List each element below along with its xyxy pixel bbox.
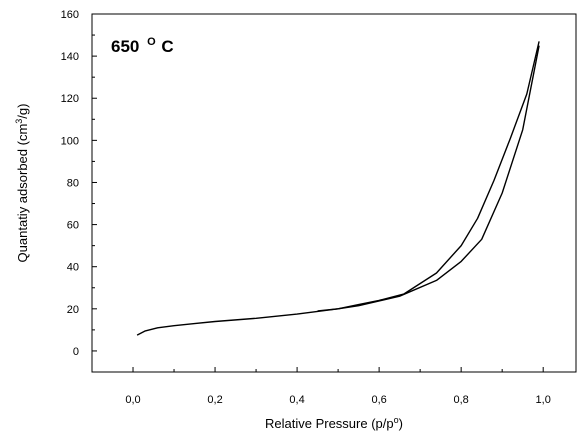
temperature-annotation: 650 O C	[111, 30, 174, 56]
plot-frame	[91, 13, 577, 373]
y-tick-label: 0	[73, 346, 79, 358]
x-tick-label: 0,8	[454, 394, 469, 406]
x-axis-label: Relative Pressure (p/po)	[265, 415, 403, 431]
x-tick-labels: 0,0 0,2 0,4 0,6 0,8 1,0	[125, 394, 550, 406]
y-tick-label: 80	[67, 177, 79, 189]
y-tick-label: 120	[61, 93, 79, 105]
y-axis-label: Quantatiy adsorbed (cm3/g)	[14, 104, 30, 263]
y-tick-labels: 0 20 40 60 80 100 120 140 160	[61, 9, 79, 358]
series-lines	[136, 41, 540, 336]
y-tick-label: 20	[67, 304, 79, 316]
y-tick-label: 100	[61, 135, 79, 147]
x-tick-label: 1,0	[536, 394, 551, 406]
x-tick-label: 0,6	[371, 394, 386, 406]
desorption-branch-line	[317, 41, 540, 312]
axis-ticks	[91, 13, 544, 373]
y-tick-label: 140	[61, 51, 79, 63]
adsorption-branch-line	[136, 45, 540, 336]
y-tick-label: 160	[61, 9, 79, 21]
x-tick-label: 0,0	[125, 394, 140, 406]
y-tick-label: 60	[67, 220, 79, 232]
y-tick-label: 40	[67, 262, 79, 274]
x-tick-label: 0,4	[289, 394, 304, 406]
x-tick-label: 0,2	[207, 394, 222, 406]
